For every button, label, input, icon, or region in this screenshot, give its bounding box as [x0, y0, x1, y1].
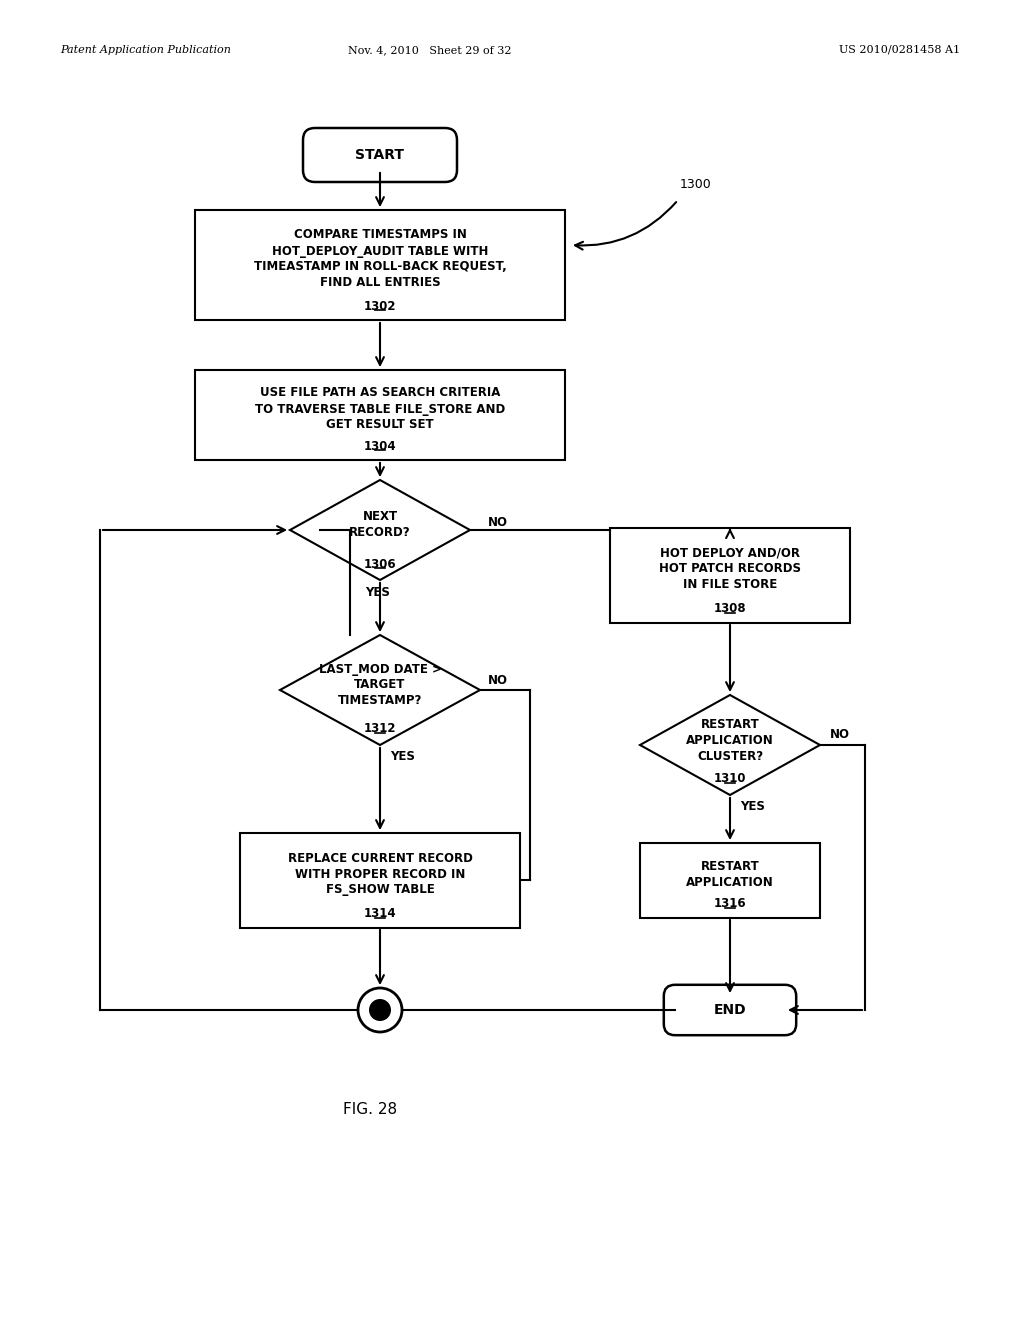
Bar [240, 833, 520, 928]
Text: NO: NO [488, 516, 508, 528]
Text: HOT DEPLOY AND/OR
HOT PATCH RECORDS
IN FILE STORE: HOT DEPLOY AND/OR HOT PATCH RECORDS IN F… [659, 546, 801, 591]
FancyBboxPatch shape [664, 985, 797, 1035]
Text: Nov. 4, 2010   Sheet 29 of 32: Nov. 4, 2010 Sheet 29 of 32 [348, 45, 512, 55]
Text: 1316: 1316 [714, 898, 746, 909]
FancyBboxPatch shape [303, 128, 457, 182]
Circle shape [369, 999, 391, 1020]
FancyArrowPatch shape [575, 202, 676, 249]
Text: RESTART
APPLICATION: RESTART APPLICATION [686, 859, 774, 888]
Polygon shape [640, 696, 820, 795]
Text: 1306: 1306 [364, 557, 396, 570]
Text: REPLACE CURRENT RECORD
WITH PROPER RECORD IN
FS_SHOW TABLE: REPLACE CURRENT RECORD WITH PROPER RECOR… [288, 851, 472, 896]
Text: 1302: 1302 [364, 300, 396, 313]
Text: 1300: 1300 [680, 178, 712, 191]
Text: START: START [355, 148, 404, 162]
Text: YES: YES [365, 586, 390, 598]
Polygon shape [280, 635, 480, 744]
Bar [195, 210, 565, 319]
Text: 1304: 1304 [364, 440, 396, 453]
Text: YES: YES [740, 800, 765, 813]
Text: END: END [714, 1003, 746, 1016]
Text: US 2010/0281458 A1: US 2010/0281458 A1 [839, 45, 961, 55]
Text: NEXT
RECORD?: NEXT RECORD? [349, 511, 411, 540]
Text: COMPARE TIMESTAMPS IN
HOT_DEPLOY_AUDIT TABLE WITH
TIMEASTAMP IN ROLL-BACK REQUES: COMPARE TIMESTAMPS IN HOT_DEPLOY_AUDIT T… [254, 228, 507, 289]
Text: LAST_MOD DATE >
TARGET
TIMESTAMP?: LAST_MOD DATE > TARGET TIMESTAMP? [318, 663, 441, 708]
Bar [640, 842, 820, 917]
Text: 1310: 1310 [714, 772, 746, 785]
Text: 1314: 1314 [364, 907, 396, 920]
Text: 1308: 1308 [714, 602, 746, 615]
Text: Patent Application Publication: Patent Application Publication [60, 45, 230, 55]
Circle shape [358, 987, 402, 1032]
Text: 1312: 1312 [364, 722, 396, 735]
Text: YES: YES [390, 751, 415, 763]
Polygon shape [290, 480, 470, 579]
Text: FIG. 28: FIG. 28 [343, 1102, 397, 1118]
Bar [610, 528, 850, 623]
Text: USE FILE PATH AS SEARCH CRITERIA
TO TRAVERSE TABLE FILE_STORE AND
GET RESULT SET: USE FILE PATH AS SEARCH CRITERIA TO TRAV… [255, 387, 505, 432]
Text: NO: NO [488, 673, 508, 686]
Text: NO: NO [830, 729, 850, 742]
Text: RESTART
APPLICATION
CLUSTER?: RESTART APPLICATION CLUSTER? [686, 718, 774, 763]
Bar [195, 370, 565, 459]
